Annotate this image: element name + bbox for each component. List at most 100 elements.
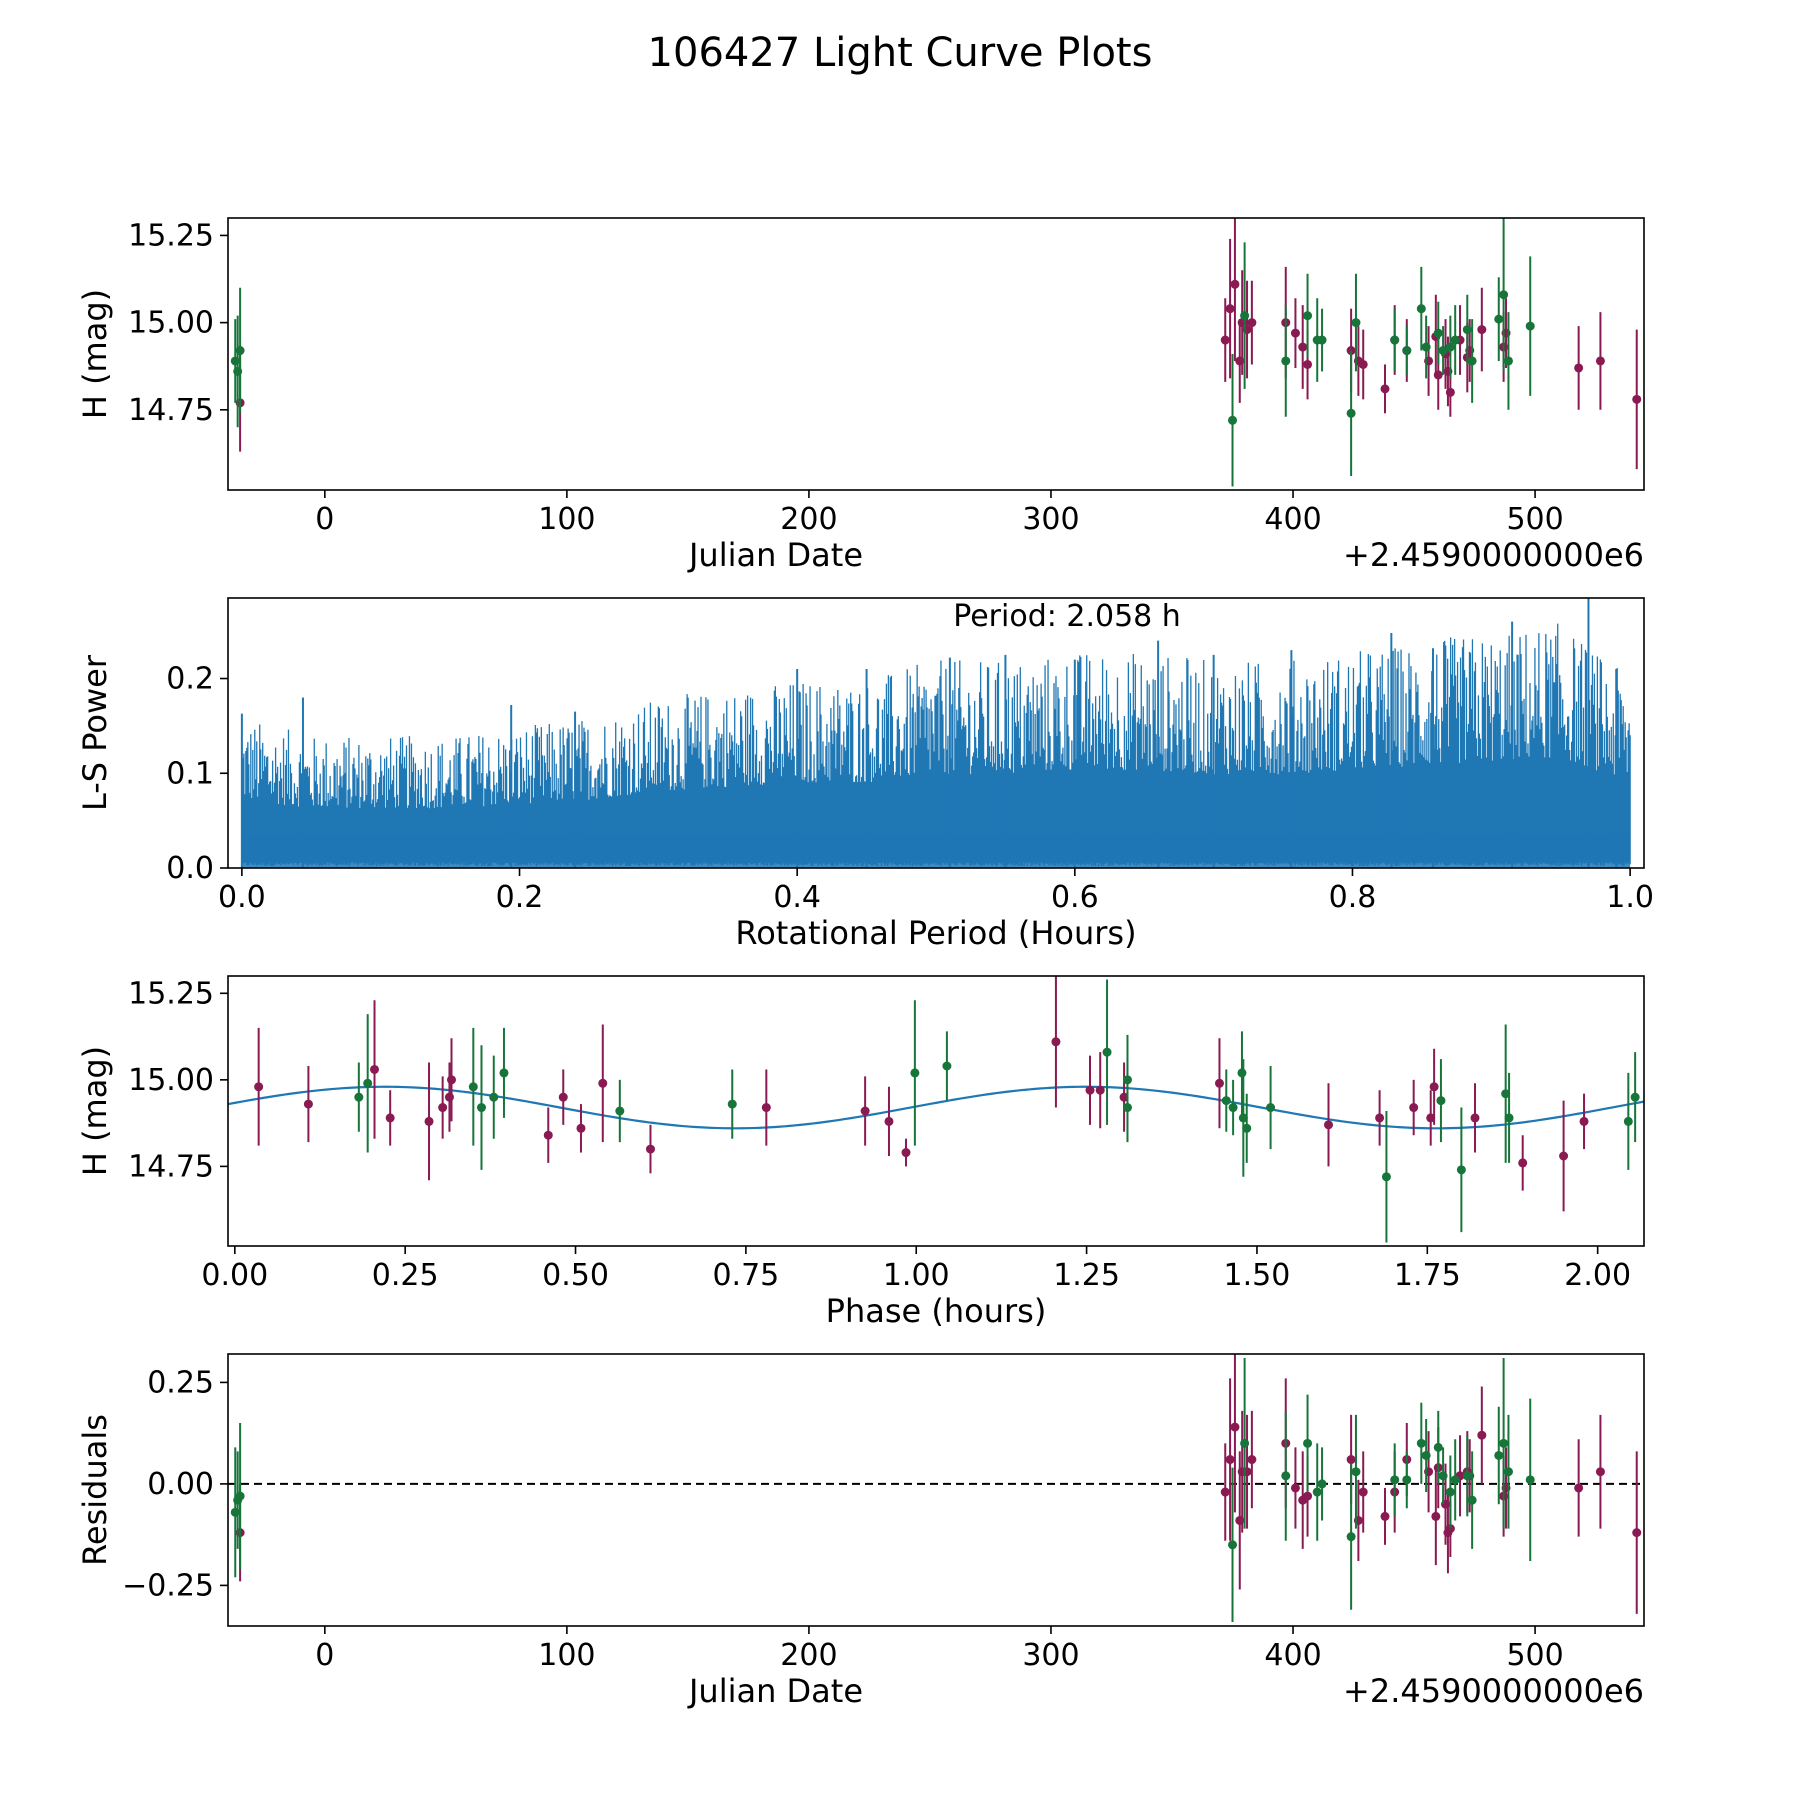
data-point [910, 1068, 920, 1078]
y-axis-label: Residuals [76, 1414, 114, 1566]
x-axis-offset-label: +2.4590000000e6 [1343, 536, 1644, 574]
panel-periodogram: 0.0 0.2 0.4 0.6 0.8 1.0 0.0 0.1 0.2 Rotational Pe… [76, 597, 1654, 952]
data-point [1595, 356, 1605, 366]
data-point [1225, 304, 1235, 314]
data-point [1450, 1475, 1460, 1485]
y-tick-label: 15.00 [128, 1063, 214, 1098]
data-point [1230, 279, 1240, 289]
x-tick-label: 0.75 [712, 1258, 779, 1293]
axes-frame-lightcurve [227, 217, 1645, 491]
y-tick-label: 15.25 [128, 976, 214, 1011]
data-point [1303, 1438, 1313, 1448]
data-point [1390, 335, 1400, 345]
data-point [1433, 328, 1443, 338]
axes-frame-periodogram [227, 597, 1645, 869]
data-point [1450, 335, 1460, 345]
x-tick-label: 300 [1022, 1638, 1079, 1673]
fit-curve [228, 1085, 1644, 1130]
x-axis-label: Julian Date [687, 1672, 863, 1710]
data-point [1102, 1047, 1112, 1057]
data-point [1358, 359, 1368, 369]
x-tick-label: 100 [538, 502, 595, 537]
data-point [1467, 356, 1477, 366]
data-point [1436, 1096, 1446, 1106]
data-point [1346, 408, 1356, 418]
data-point [1402, 346, 1412, 356]
x-tick-label: 200 [780, 1638, 837, 1673]
x-tick-label: 2.00 [1564, 1258, 1631, 1293]
data-point [1525, 321, 1535, 331]
data-point [363, 1078, 373, 1088]
data-point [1445, 1487, 1455, 1497]
data-point [1632, 394, 1642, 404]
data-point [1303, 359, 1313, 369]
data-point [254, 1082, 264, 1092]
y-axis-label: H (mag) [76, 289, 114, 419]
y-tick-label: 0.00 [147, 1467, 214, 1502]
data-point [1477, 325, 1487, 335]
data-point [1247, 1455, 1257, 1465]
x-tick-label: 0.25 [372, 1258, 439, 1293]
data-point [385, 1113, 395, 1123]
data-point [1503, 1467, 1513, 1477]
data-point [1623, 1116, 1633, 1126]
data-point [1518, 1158, 1528, 1168]
data-point [1438, 346, 1448, 356]
x-tick-label: 0.50 [542, 1258, 609, 1293]
x-tick-label: 400 [1264, 1638, 1321, 1673]
data-point [468, 1082, 478, 1092]
data-point [1290, 1483, 1300, 1493]
plot-area-periodogram [240, 598, 1631, 868]
x-tick-label: 0 [315, 1638, 334, 1673]
series-magenta [235, 1354, 1642, 1614]
y-axis-label: L-S Power [76, 654, 114, 811]
data-point [1380, 384, 1390, 394]
x-tick-label: 0.00 [201, 1258, 268, 1293]
data-point [1503, 356, 1513, 366]
period-annotation: Period: 2.058 h [953, 599, 1181, 634]
data-point [942, 1061, 952, 1071]
y-axis-label: H (mag) [76, 1046, 114, 1176]
data-point [884, 1116, 894, 1126]
data-point [1281, 356, 1291, 366]
data-point [1579, 1116, 1589, 1126]
y-tick-label: 0.1 [166, 756, 214, 791]
plot-area-lightcurve [230, 218, 1642, 487]
data-point [1494, 314, 1504, 324]
data-point [1346, 1532, 1356, 1542]
x-tick-label: 1.0 [1606, 880, 1654, 915]
y-tick-label: 0.0 [166, 851, 214, 886]
x-tick-label: 1.50 [1224, 1258, 1291, 1293]
data-point [1477, 1430, 1487, 1440]
data-point [499, 1068, 509, 1078]
data-point [235, 1491, 245, 1501]
data-point [1445, 342, 1455, 352]
data-point [1380, 1511, 1390, 1521]
panel-phased: 0.00 0.25 0.50 0.75 1.00 1.25 1.50 1.75 2.00 14.7… [76, 975, 1645, 1330]
data-point [1381, 1172, 1391, 1182]
data-point [1240, 1438, 1250, 1448]
data-point [1122, 1075, 1132, 1085]
x-tick-label: 0.0 [218, 880, 266, 915]
data-point [598, 1078, 608, 1088]
x-tick-label: 0 [315, 502, 334, 537]
data-point [1499, 1438, 1509, 1448]
data-point [1220, 335, 1230, 345]
data-point [1501, 1089, 1511, 1099]
data-point [489, 1092, 499, 1102]
data-point [1312, 1487, 1322, 1497]
y-tick-label: 14.75 [128, 393, 214, 428]
data-point [1462, 1471, 1472, 1481]
data-point [1574, 363, 1584, 373]
data-point [1095, 1085, 1105, 1095]
data-point [1494, 1450, 1504, 1460]
data-point [727, 1099, 737, 1109]
data-point [1317, 335, 1327, 345]
data-point [1525, 1475, 1535, 1485]
periodogram-line [241, 623, 1631, 867]
y-tick-label: 0.25 [147, 1365, 214, 1400]
data-point [1416, 304, 1426, 314]
data-point [1317, 1479, 1327, 1489]
series-green [230, 1358, 1535, 1622]
